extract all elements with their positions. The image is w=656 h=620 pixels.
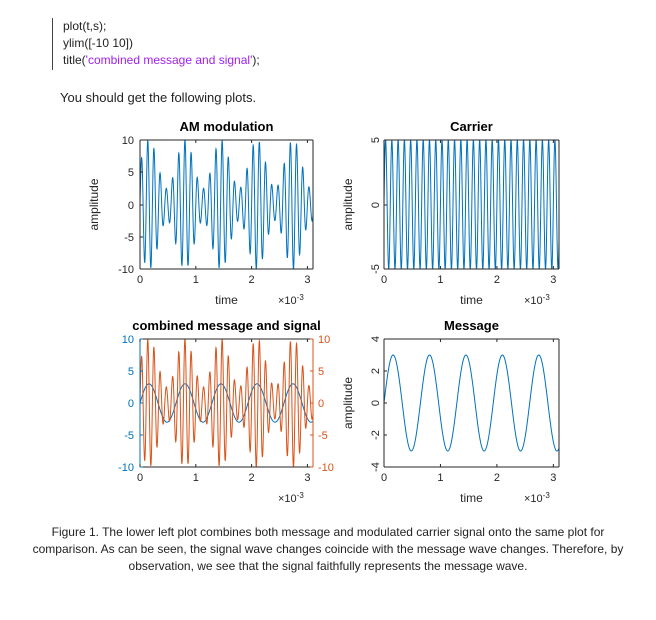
x-tick-label: 0	[137, 472, 143, 484]
x-tick-label: 0	[381, 472, 387, 484]
x-exponent-label: ×10-3	[524, 293, 550, 307]
chart-title: Message	[444, 318, 499, 333]
y-tick-label: 2	[370, 368, 382, 374]
x-tick-label: 3	[550, 472, 556, 484]
y-axis-label: amplitude	[87, 178, 101, 230]
x-exponent-label: ×10-3	[278, 491, 304, 505]
y-tick-label: -4	[370, 462, 382, 472]
x-exponent-label: ×10-3	[278, 293, 304, 307]
x-tick-label: 1	[193, 274, 199, 286]
code-line: plot(t,s);	[63, 19, 107, 33]
series-line-1	[140, 383, 313, 423]
series-line-1	[384, 140, 559, 269]
chart-combined	[139, 338, 314, 468]
x-exponent-label: ×10-3	[524, 491, 550, 505]
y-tick-label: -2	[370, 430, 382, 440]
y-tick-label: 0	[128, 398, 134, 410]
y-tick-label: 0	[128, 200, 134, 212]
y-right-tick-label: 0	[318, 398, 324, 410]
y-axis-label: amplitude	[341, 178, 355, 230]
x-tick-label: 2	[494, 274, 500, 286]
code-string-literal: 'combined message and signal'	[85, 53, 253, 67]
chart-title: combined message and signal	[132, 318, 321, 333]
code-token: );	[252, 53, 260, 67]
series-line-2	[140, 339, 313, 467]
y-tick-label: 10	[122, 334, 134, 346]
x-tick-label: 2	[494, 472, 500, 484]
y-tick-label: -5	[124, 430, 134, 442]
y-right-tick-label: -5	[318, 430, 328, 442]
code-line: title('combined message and signal');	[63, 52, 463, 69]
chart-am	[139, 139, 314, 270]
y-tick-label: 5	[128, 366, 134, 378]
y-tick-label: -5	[124, 232, 134, 244]
chart-carrier	[383, 139, 560, 270]
series-line-1	[140, 140, 313, 269]
x-tick-label: 3	[304, 472, 310, 484]
chart-title: Carrier	[450, 119, 493, 134]
y-axis-label: amplitude	[341, 377, 355, 429]
x-tick-label: 3	[550, 274, 556, 286]
x-tick-label: 1	[437, 274, 443, 286]
y-tick-label: 5	[370, 137, 382, 143]
series-line-1	[384, 354, 559, 452]
chart-title: AM modulation	[180, 119, 274, 134]
y-right-tick-label: 10	[318, 334, 330, 346]
x-tick-label: 2	[249, 472, 255, 484]
y-right-tick-label: -10	[318, 462, 334, 474]
intro-text: You should get the following plots.	[60, 90, 257, 105]
y-tick-label: -10	[118, 264, 134, 276]
x-tick-label: 1	[437, 472, 443, 484]
x-tick-label: 1	[193, 472, 199, 484]
y-tick-label: 10	[122, 135, 134, 147]
y-right-tick-label: 5	[318, 366, 324, 378]
y-tick-label: 5	[128, 167, 134, 179]
code-token: title(	[63, 53, 86, 67]
y-tick-label: 4	[370, 336, 382, 342]
y-tick-label: -5	[370, 264, 382, 274]
y-tick-label: -10	[118, 462, 134, 474]
x-tick-label: 0	[381, 274, 387, 286]
x-exponent: -3	[543, 491, 551, 500]
x-axis-label: time	[460, 491, 483, 505]
x-exponent: -3	[543, 293, 551, 302]
matlab-code-block: plot(t,s); ylim([-10 10]) title('combine…	[52, 18, 463, 70]
figure-caption: Figure 1. The lower left plot combines b…	[32, 525, 624, 573]
x-exponent: -3	[297, 491, 305, 500]
x-exponent: -3	[297, 293, 305, 302]
y-tick-label: 0	[370, 202, 382, 208]
chart-message	[383, 338, 560, 468]
x-tick-label: 3	[304, 274, 310, 286]
y-tick-label: 0	[370, 400, 382, 406]
x-tick-label: 0	[137, 274, 143, 286]
x-axis-label: time	[215, 293, 238, 307]
code-line: ylim([-10 10])	[63, 36, 134, 50]
x-axis-label: time	[460, 293, 483, 307]
x-tick-label: 2	[249, 274, 255, 286]
